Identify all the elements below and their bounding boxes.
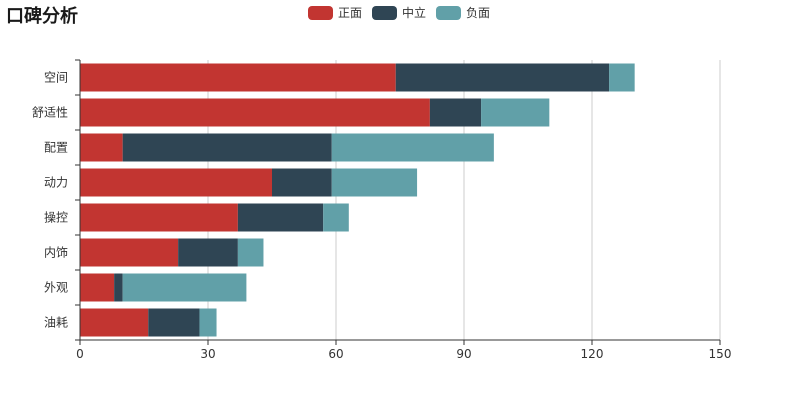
bar-舒适性-正面[interactable] <box>80 98 430 127</box>
bar-空间-中立[interactable] <box>395 63 610 92</box>
bar-操控-负面[interactable] <box>323 203 349 232</box>
chart-title: 口碑分析 <box>6 6 78 27</box>
bar-内饰-正面[interactable] <box>80 238 179 267</box>
bar-舒适性-负面[interactable] <box>481 98 550 127</box>
bar-动力-正面[interactable] <box>80 168 272 197</box>
bar-内饰-负面[interactable] <box>237 238 264 267</box>
y-tick-label-1: 舒适性 <box>32 106 68 120</box>
bar-操控-中立[interactable] <box>237 203 324 232</box>
legend-item-negative[interactable]: 负面 <box>436 4 490 21</box>
legend-swatch-neutral <box>372 5 398 20</box>
y-tick-label-5: 内饰 <box>44 246 68 260</box>
bar-空间-负面[interactable] <box>609 63 635 92</box>
legend: 正面 中立 负面 <box>308 4 500 21</box>
y-tick-label-6: 外观 <box>44 281 68 295</box>
bar-外观-正面[interactable] <box>80 273 115 302</box>
bar-配置-负面[interactable] <box>331 133 494 162</box>
legend-label-positive: 正面 <box>338 6 363 20</box>
bar-内饰-中立[interactable] <box>178 238 238 267</box>
x-tick-label-4: 120 <box>581 347 604 361</box>
bar-外观-负面[interactable] <box>122 273 247 302</box>
x-tick-label-1: 30 <box>200 347 215 361</box>
bar-配置-中立[interactable] <box>122 133 332 162</box>
bar-油耗-负面[interactable] <box>199 308 217 337</box>
x-tick-label-2: 60 <box>328 347 343 361</box>
legend-swatch-positive <box>308 5 333 20</box>
y-tick-label-4: 操控 <box>44 210 68 225</box>
legend-swatch-negative <box>436 5 462 20</box>
legend-item-neutral[interactable]: 中立 <box>372 4 426 21</box>
x-tick-label-5: 150 <box>709 347 732 361</box>
bar-动力-中立[interactable] <box>272 168 332 197</box>
bar-舒适性-中立[interactable] <box>429 98 482 127</box>
bar-油耗-正面[interactable] <box>80 308 149 337</box>
legend-label-negative: 负面 <box>466 6 491 20</box>
y-tick-label-2: 配置 <box>44 141 68 155</box>
bar-操控-正面[interactable] <box>80 203 238 232</box>
bar-空间-正面[interactable] <box>80 63 396 92</box>
x-tick-label-3: 90 <box>456 347 471 361</box>
bar-动力-负面[interactable] <box>331 168 418 197</box>
legend-label-neutral: 中立 <box>402 6 427 20</box>
bar-配置-正面[interactable] <box>80 133 123 162</box>
legend-item-positive[interactable]: 正面 <box>308 4 362 21</box>
bar-油耗-中立[interactable] <box>148 308 200 337</box>
y-tick-label-0: 空间 <box>44 71 68 85</box>
y-tick-label-7: 油耗 <box>44 316 68 330</box>
bar-外观-中立[interactable] <box>114 273 123 302</box>
x-tick-label-0: 0 <box>76 347 84 361</box>
y-tick-label-3: 动力 <box>44 176 68 190</box>
